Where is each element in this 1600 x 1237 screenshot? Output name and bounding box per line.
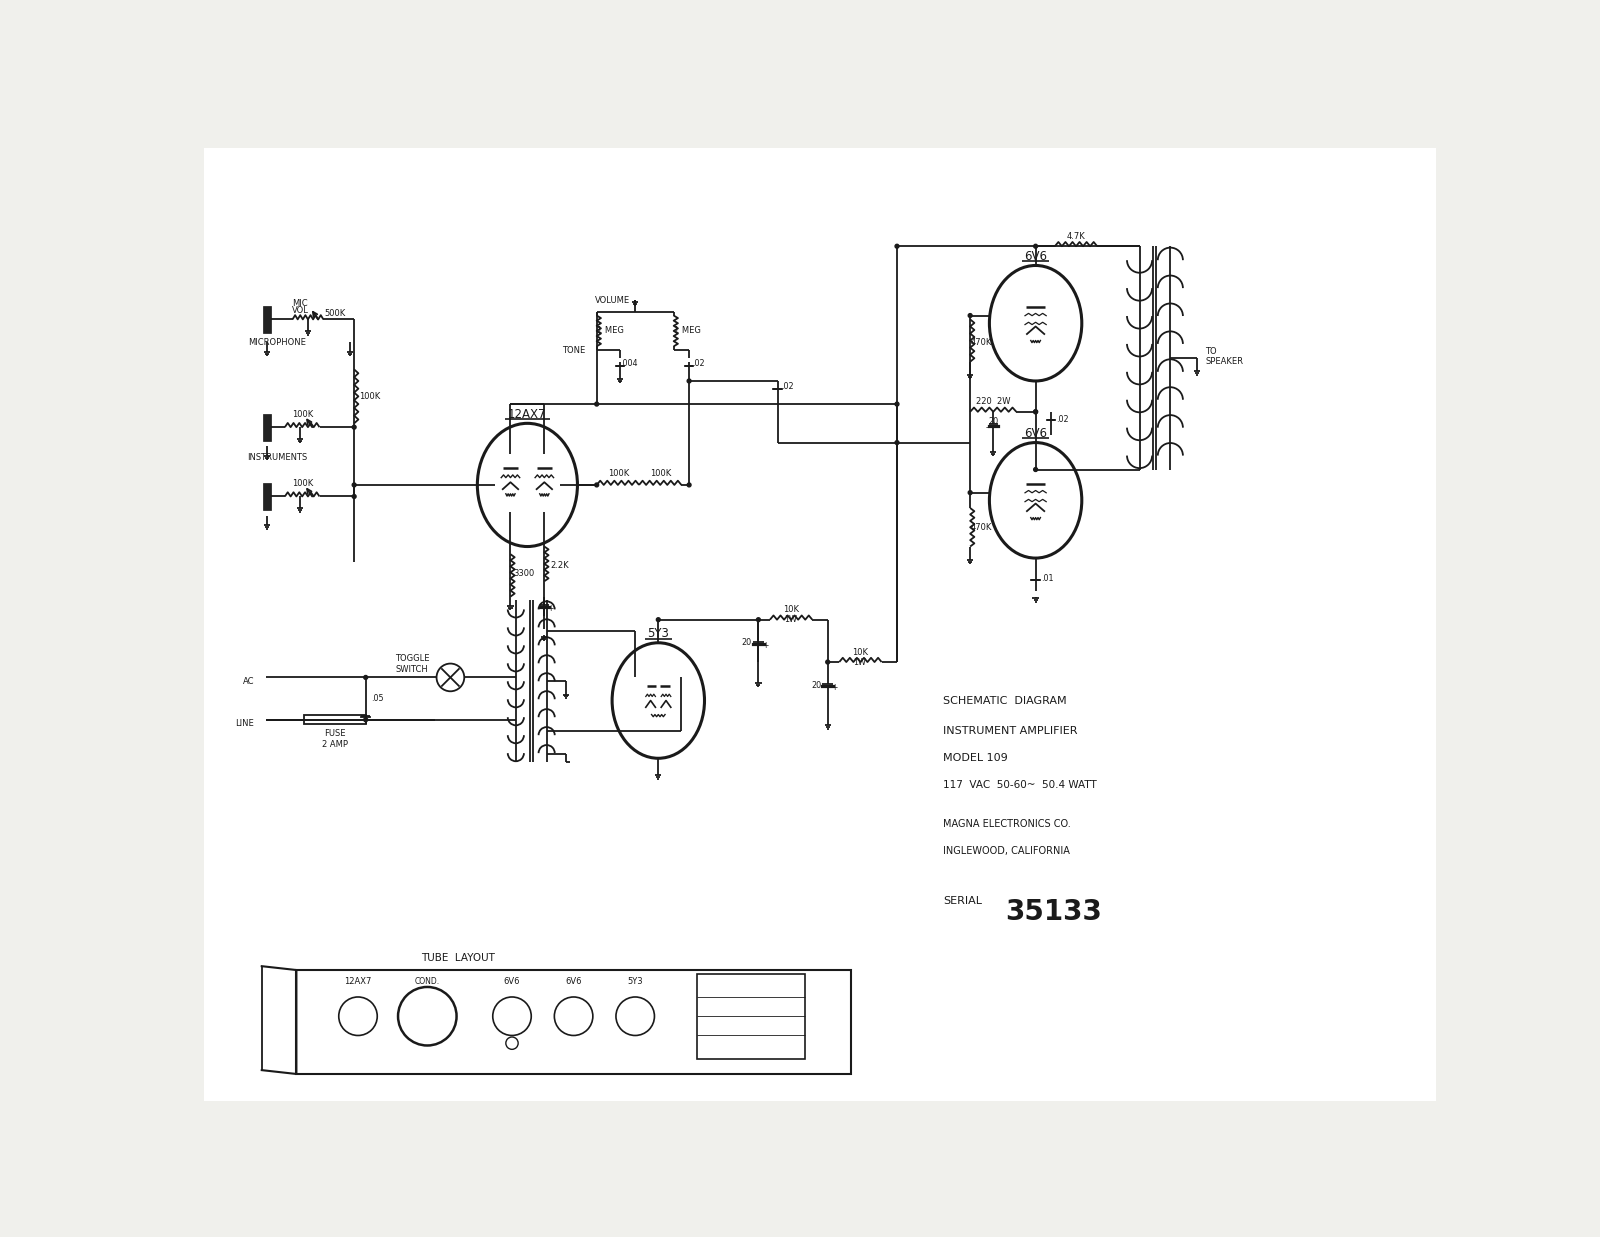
Circle shape	[352, 426, 357, 429]
Bar	[264, 482, 270, 510]
Text: INSTRUMENT AMPLIFIER: INSTRUMENT AMPLIFIER	[944, 726, 1078, 736]
Bar	[264, 413, 270, 440]
Text: MIC: MIC	[293, 299, 309, 308]
Text: .05: .05	[371, 694, 384, 703]
Text: 12AX7: 12AX7	[344, 977, 371, 986]
Text: .004: .004	[621, 359, 638, 367]
Text: 5Y3: 5Y3	[648, 627, 669, 640]
Circle shape	[1034, 409, 1037, 413]
Text: COND.: COND.	[414, 977, 440, 986]
Text: 100K: 100K	[650, 469, 672, 477]
Circle shape	[1034, 409, 1037, 413]
Text: 3300: 3300	[514, 569, 534, 578]
Text: 100K: 100K	[291, 409, 314, 418]
Text: SPEAKER: SPEAKER	[1205, 357, 1243, 366]
Text: 35133: 35133	[1005, 898, 1102, 927]
Text: 1 MEG: 1 MEG	[597, 327, 624, 335]
Text: 500K: 500K	[325, 309, 346, 318]
Text: 2.2K: 2.2K	[550, 562, 570, 570]
Text: 6V6: 6V6	[565, 977, 582, 986]
Circle shape	[686, 482, 691, 487]
Text: TONE: TONE	[562, 345, 586, 355]
Bar	[296, 970, 851, 1074]
Circle shape	[363, 717, 368, 721]
Text: 12AX7: 12AX7	[509, 407, 547, 421]
Text: VOLUME: VOLUME	[595, 296, 630, 304]
Text: 1 MEG: 1 MEG	[674, 327, 701, 335]
Circle shape	[1034, 244, 1037, 249]
Text: 220  2W: 220 2W	[976, 397, 1011, 406]
Circle shape	[595, 482, 598, 487]
Text: LINE: LINE	[235, 719, 254, 729]
Text: 6V6: 6V6	[504, 977, 520, 986]
Circle shape	[826, 661, 830, 664]
Text: 20: 20	[989, 417, 998, 426]
Circle shape	[894, 440, 899, 444]
Text: 10K: 10K	[853, 647, 869, 657]
Text: 5Y3: 5Y3	[627, 977, 643, 986]
Text: 20: 20	[811, 680, 821, 690]
Text: FUSE: FUSE	[325, 729, 346, 738]
Text: 6V6: 6V6	[1024, 250, 1046, 262]
Text: TO: TO	[1205, 348, 1216, 356]
Text: 100K: 100K	[358, 392, 381, 401]
Text: INGLEWOOD, CALIFORNIA: INGLEWOOD, CALIFORNIA	[944, 846, 1070, 856]
Text: 10K: 10K	[782, 605, 798, 614]
Text: -: -	[986, 423, 989, 432]
Text: 117  VAC  50-60~  50.4 WATT: 117 VAC 50-60~ 50.4 WATT	[944, 781, 1098, 790]
Text: 100K: 100K	[291, 479, 314, 487]
Bar	[304, 715, 366, 725]
Text: .02: .02	[693, 359, 704, 367]
Text: 470K: 470K	[971, 338, 992, 348]
Text: VOL: VOL	[291, 307, 309, 315]
Text: .02: .02	[781, 382, 794, 391]
Circle shape	[595, 402, 598, 406]
Text: SWITCH: SWITCH	[395, 666, 429, 674]
Text: INSTRUMENTS: INSTRUMENTS	[246, 454, 307, 463]
Text: MODEL 109: MODEL 109	[944, 753, 1008, 763]
Circle shape	[656, 617, 661, 622]
Circle shape	[363, 675, 368, 679]
Text: TOGGLE: TOGGLE	[395, 653, 429, 663]
Circle shape	[686, 379, 691, 383]
Circle shape	[894, 402, 899, 406]
Text: TUBE  LAYOUT: TUBE LAYOUT	[421, 954, 494, 964]
Text: MAGNA ELECTRONICS CO.: MAGNA ELECTRONICS CO.	[944, 819, 1070, 829]
Text: 6V6: 6V6	[1024, 427, 1046, 440]
Text: +: +	[832, 683, 838, 691]
Circle shape	[352, 495, 357, 499]
Text: 20: 20	[742, 638, 752, 647]
Bar	[264, 306, 270, 333]
Bar	[698, 974, 805, 1059]
Text: +: +	[547, 604, 554, 614]
Text: +: +	[762, 641, 768, 649]
Text: .01: .01	[1042, 574, 1053, 584]
Text: 100K: 100K	[608, 469, 629, 477]
Text: 1W: 1W	[784, 615, 797, 625]
Text: .02: .02	[1056, 414, 1069, 424]
Circle shape	[968, 314, 973, 318]
Text: AC: AC	[243, 677, 254, 685]
Circle shape	[968, 491, 973, 495]
Text: SERIAL: SERIAL	[944, 896, 982, 905]
Circle shape	[894, 244, 899, 249]
Circle shape	[352, 482, 357, 487]
Circle shape	[757, 617, 760, 622]
Text: 2 AMP: 2 AMP	[322, 740, 347, 748]
Text: MICROPHONE: MICROPHONE	[248, 338, 306, 348]
Text: 470K: 470K	[971, 523, 992, 532]
Text: SCHEMATIC  DIAGRAM: SCHEMATIC DIAGRAM	[944, 695, 1067, 705]
Text: 1W: 1W	[854, 658, 867, 667]
Text: 4.7K: 4.7K	[1067, 233, 1086, 241]
Circle shape	[1034, 468, 1037, 471]
